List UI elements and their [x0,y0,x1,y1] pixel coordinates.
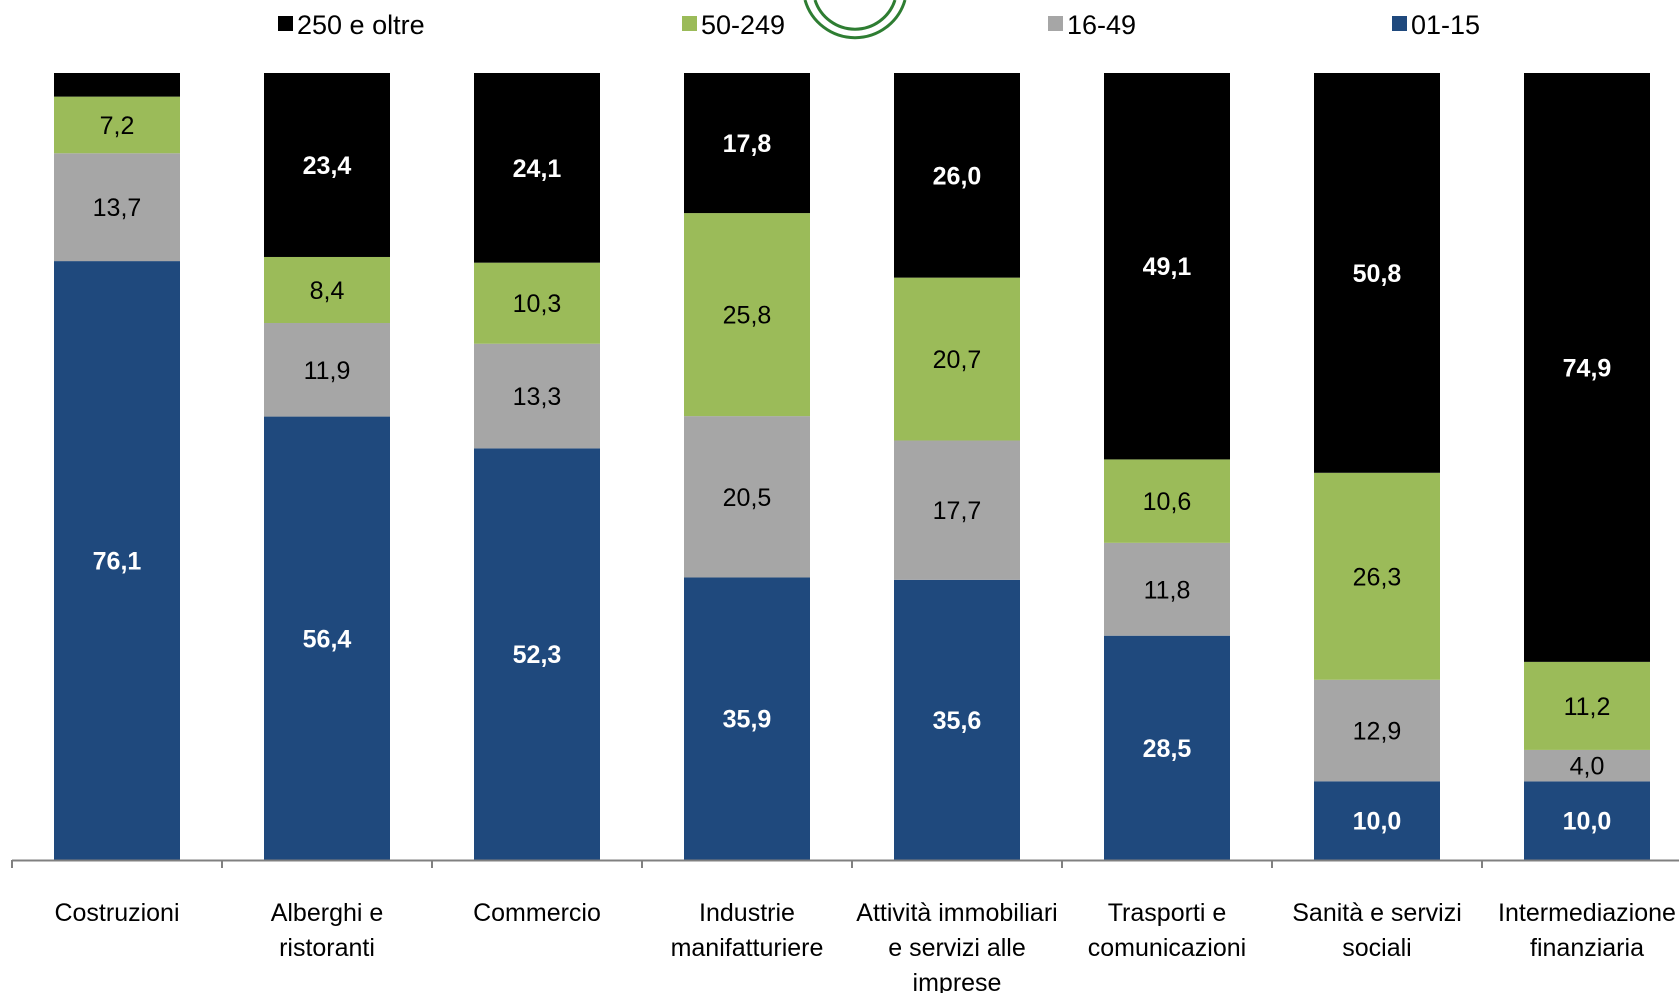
legend-item-50-249: 50-249 [682,10,785,40]
data-label-16-49: 11,8 [1144,576,1191,604]
data-label-16-49: 17,7 [933,497,982,525]
data-label-50-249: 26,3 [1353,563,1402,591]
data-label-250-e-oltre: 74,9 [1563,354,1612,382]
legend-swatch [1392,16,1407,31]
bar-segment-01-15 [54,261,180,860]
data-label-01-15: 35,6 [933,707,982,735]
bar-segment-01-15 [684,577,810,860]
bar-segment-50-249 [684,213,810,417]
legend-label: 50-249 [701,10,785,40]
bars: 76,1 13,7 7,2 56,4 11,9 8,4 23,4 52,3 13,3 10,3 24… [54,73,1650,860]
data-label-250-e-oltre: 23,4 [303,152,352,180]
bar-group-industrie-manifatturiere: 35,9 20,5 25,8 17,8 [684,73,810,860]
bar-group-costruzioni: 76,1 13,7 7,2 [54,73,180,860]
data-label-50-249: 11,2 [1564,693,1611,721]
bar-segment-250-e-oltre [894,73,1020,278]
data-label-50-249: 25,8 [723,302,772,330]
category-label-commercio: Commercio [473,899,601,927]
data-label-50-249: 10,6 [1143,488,1192,516]
category-label-industrie-manifatturiere: Industrie manifatturiere [671,899,824,962]
data-label-250-e-oltre: 17,8 [723,130,772,158]
legend-item-16-49: 16-49 [1048,10,1136,40]
bar-segment-16-49 [54,153,180,262]
bar-segment-01-15 [1104,635,1230,860]
data-label-16-49: 4,0 [1570,753,1605,781]
category-labels: Costruzioni Alberghi e ristoranti Commercio… [54,899,1675,993]
bar-segment-16-49 [264,323,390,417]
legend-label: 250 e oltre [297,10,425,40]
data-label-01-15: 28,5 [1143,735,1192,763]
bar-segment-50-249 [474,262,600,344]
bar-segment-16-49 [684,416,810,578]
legend-item-250-e-oltre: 250 e oltre [278,10,425,40]
bar-segment-50-249 [1314,472,1440,680]
bar-segment-50-249 [894,277,1020,441]
bar-group-sanita-e-servizi-sociali: 10,0 12,9 26,3 50,8 [1314,73,1440,860]
legend-swatch [682,16,697,31]
data-label-01-15: 52,3 [513,641,562,669]
data-label-01-15: 10,0 [1353,808,1402,836]
data-label-01-15: 10,0 [1563,808,1612,836]
bar-group-commercio: 52,3 13,3 10,3 24,1 [474,73,600,860]
legend-swatch [1048,16,1063,31]
data-label-01-15: 35,9 [723,706,772,734]
bar-segment-250-e-oltre [474,73,600,263]
bar-segment-250-e-oltre [54,73,180,97]
legend-item-01-15: 01-15 [1392,10,1480,40]
bar-segment-250-e-oltre [264,73,390,257]
legend-label: 16-49 [1067,10,1136,40]
bar-segment-250-e-oltre [1314,73,1440,473]
legend-label: 01-15 [1411,10,1480,40]
data-label-50-249: 10,3 [513,290,562,318]
legend: 250 e oltre 50-249 16-49 01-15 [278,10,1480,40]
data-label-50-249: 20,7 [933,346,982,374]
category-label-attivita-immobiliari-e-servizi-alle-imprese: Attività immobiliari e servizi alle impres… [856,899,1057,993]
bar-segment-01-15 [1314,781,1440,860]
bar-group-alberghi-e-ristoranti: 56,4 11,9 8,4 23,4 [264,73,390,860]
data-label-01-15: 56,4 [303,625,352,653]
legend-swatch [278,16,293,31]
data-label-250-e-oltre: 49,1 [1143,253,1192,281]
data-label-16-49: 12,9 [1353,718,1402,746]
bar-segment-16-49 [1314,679,1440,782]
category-label-trasporti-e-comunicazioni: Trasporti e comunicazioni [1088,899,1246,962]
category-label-sanita-e-servizi-sociali: Sanità e servizi sociali [1292,899,1462,962]
bar-segment-50-249 [1524,661,1650,750]
bar-segment-50-249 [1104,459,1230,543]
category-label-intermediazione-finanziaria: Intermediazione finanziaria [1498,899,1676,962]
data-label-16-49: 20,5 [723,484,772,512]
category-label-costruzioni: Costruzioni [54,899,179,927]
data-label-50-249: 7,2 [100,112,135,140]
bar-segment-250-e-oltre [1104,73,1230,460]
data-label-01-15: 76,1 [93,548,142,576]
bar-segment-50-249 [264,256,390,324]
data-label-50-249: 8,4 [310,277,345,305]
x-axis [11,859,1679,868]
data-label-250-e-oltre: 50,8 [1353,260,1402,288]
bar-segment-01-15 [474,448,600,860]
bar-segment-01-15 [894,579,1020,860]
bar-group-intermediazione-finanziaria: 10,0 4,0 11,2 74,9 [1524,73,1650,860]
logo-icon [803,0,907,40]
bar-segment-250-e-oltre [1524,73,1650,662]
data-label-16-49: 13,7 [93,194,142,222]
bar-segment-50-249 [54,96,180,154]
data-label-250-e-oltre: 24,1 [513,155,562,183]
data-label-16-49: 11,9 [304,357,351,385]
bar-group-trasporti-e-comunicazioni: 28,5 11,8 10,6 49,1 [1104,73,1230,860]
data-label-250-e-oltre: 26,0 [933,162,982,190]
bar-segment-01-15 [264,416,390,860]
bar-segment-16-49 [474,343,600,449]
bar-segment-16-49 [1524,749,1650,782]
bar-segment-01-15 [1524,781,1650,860]
data-label-16-49: 13,3 [513,383,562,411]
bar-segment-16-49 [1104,542,1230,636]
bar-segment-250-e-oltre [684,73,810,214]
category-label-alberghi-e-ristoranti: Alberghi e ristoranti [271,899,384,962]
bar-segment-16-49 [894,440,1020,580]
bar-group-attivita-immobiliari-e-servizi-alle-imprese: 35,6 17,7 20,7 26,0 [894,73,1020,860]
